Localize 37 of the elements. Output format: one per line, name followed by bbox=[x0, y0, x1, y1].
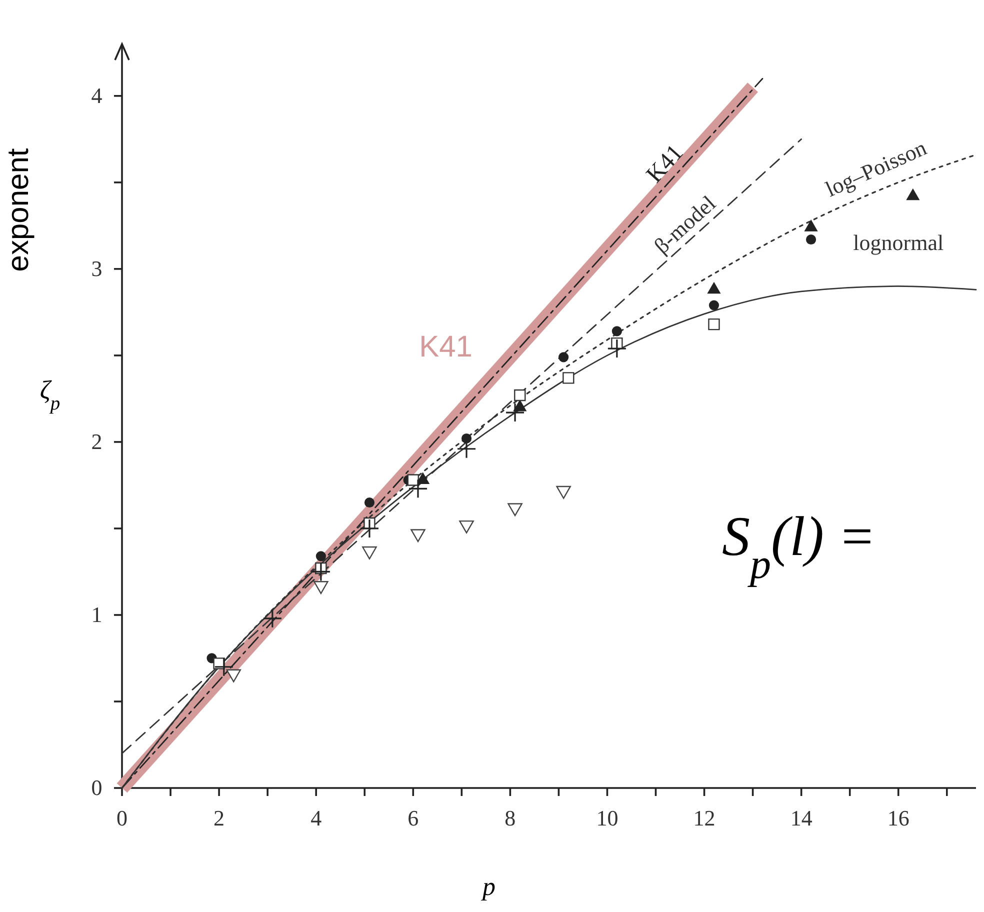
x-tick-label: 6 bbox=[408, 805, 419, 830]
point bbox=[505, 402, 525, 422]
x-tick-label: 10 bbox=[596, 805, 618, 830]
y-tick-label: 3 bbox=[91, 256, 102, 281]
series-label: lognormal bbox=[853, 230, 944, 256]
y-tick-label: 2 bbox=[91, 428, 102, 454]
y-tick-label: 4 bbox=[91, 82, 102, 108]
point bbox=[360, 518, 380, 538]
y-axis-title: ζ$_{p}$ bbox=[40, 376, 60, 414]
series-label: K41 bbox=[419, 330, 472, 364]
point bbox=[612, 326, 622, 336]
x-tick-label: 12 bbox=[693, 805, 716, 830]
point bbox=[806, 234, 816, 245]
annotation: S$_{p}$(l) = bbox=[722, 506, 876, 588]
x-axis-title: p bbox=[480, 872, 496, 901]
x-tick-label: 2 bbox=[214, 805, 225, 830]
x-tick-label: 4 bbox=[310, 805, 322, 830]
point bbox=[316, 551, 326, 562]
point bbox=[514, 389, 526, 402]
x-tick-label: 14 bbox=[790, 805, 812, 830]
x-tick-label: 8 bbox=[504, 805, 516, 830]
text: exponent bbox=[2, 148, 35, 272]
point bbox=[558, 352, 569, 362]
y-tick-label: 1 bbox=[91, 602, 102, 628]
point bbox=[708, 300, 720, 310]
point bbox=[262, 608, 282, 628]
text: K41 bbox=[642, 140, 689, 188]
point bbox=[407, 474, 419, 486]
point bbox=[607, 338, 627, 358]
x-tick-label: 16 bbox=[887, 805, 910, 830]
point bbox=[214, 657, 234, 677]
x-tick-label: 0 bbox=[116, 805, 128, 830]
point bbox=[364, 497, 375, 508]
point bbox=[562, 372, 574, 384]
point bbox=[408, 478, 428, 498]
y-tick-label: 0 bbox=[91, 775, 102, 800]
point bbox=[311, 562, 331, 582]
